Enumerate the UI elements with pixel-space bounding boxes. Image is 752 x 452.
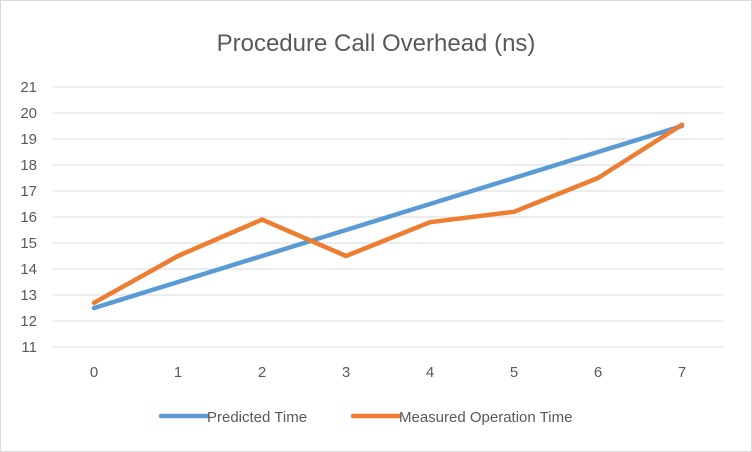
legend-label: Measured Operation Time [399, 409, 572, 426]
x-tick-label: 7 [678, 364, 686, 381]
x-tick-label: 5 [510, 364, 518, 381]
y-tick-label: 15 [20, 235, 37, 252]
series-line-1 [91, 123, 685, 311]
y-tick-label: 20 [20, 105, 37, 122]
x-tick-label: 6 [594, 364, 602, 381]
y-tick-label: 12 [20, 313, 37, 330]
chart-title: Procedure Call Overhead (ns) [217, 30, 536, 57]
y-axis-ticks: 11 12 13 14 15 16 17 18 19 20 21 [20, 79, 37, 356]
x-tick-label: 1 [174, 364, 182, 381]
y-tick-label: 11 [21, 339, 37, 356]
x-tick-label: 3 [342, 364, 350, 381]
y-tick-label: 17 [20, 183, 37, 200]
legend: Predicted Time Measured Operation Time [158, 409, 572, 426]
series-lines [91, 122, 685, 311]
y-tick-label: 21 [20, 79, 37, 96]
series-line-2 [91, 122, 685, 306]
x-tick-label: 0 [90, 364, 98, 381]
x-tick-label: 2 [258, 364, 266, 381]
x-axis-ticks: 0 1 2 3 4 5 6 7 [90, 364, 686, 381]
y-tick-label: 13 [20, 287, 37, 304]
y-tick-label: 14 [20, 261, 37, 278]
x-tick-label: 4 [426, 364, 434, 381]
legend-label: Predicted Time [207, 409, 307, 426]
y-tick-label: 19 [20, 131, 37, 148]
y-tick-label: 16 [20, 209, 37, 226]
y-tick-label: 18 [20, 157, 37, 174]
